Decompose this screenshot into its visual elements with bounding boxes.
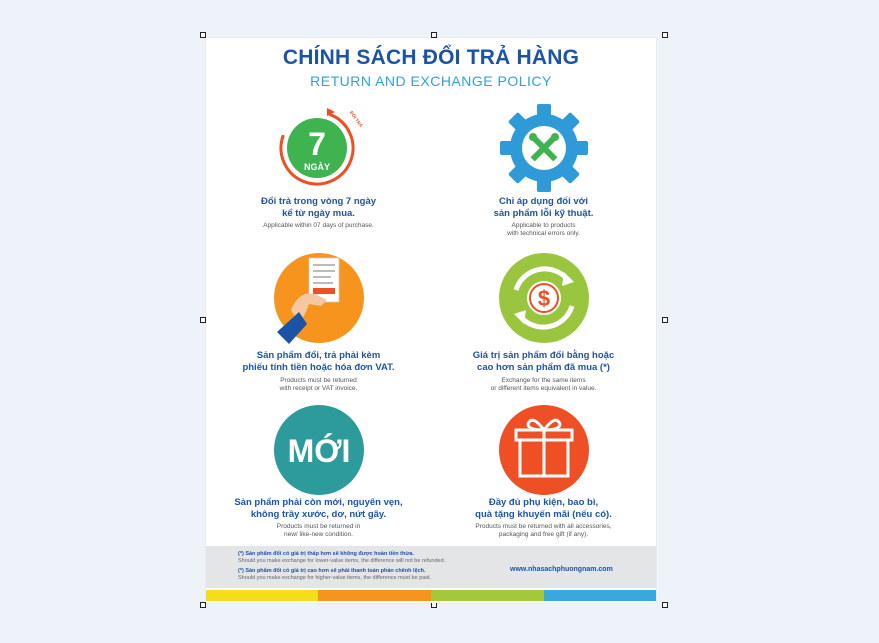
footnote-lower-value-vn: (*) Sản phẩm đổi có giá trị thấp hơn sẽ … (238, 551, 414, 557)
item-caption-en: Applicable to products with technical err… (507, 222, 580, 237)
new-label-icon: MỚI (273, 405, 364, 495)
policy-item-technical-error: Chỉ áp dụng đối với sản phẩm lỗi kỹ thuật… (431, 100, 656, 250)
footnote-lower-value-en: Should you make exchange for lower-value… (238, 558, 446, 564)
svg-text:$: $ (537, 286, 549, 311)
item-caption-vn: Sản phẩm đổi, trả phải kèm phiếu tính tiề… (242, 350, 395, 373)
item-caption-vn: Giá trị sản phẩm đổi bằng hoặc cao hơn sả… (472, 350, 615, 373)
poster-title: CHÍNH SÁCH ĐỔI TRẢ HÀNG (282, 46, 580, 69)
stripe-orange (318, 590, 431, 601)
resize-handle-top-right[interactable] (662, 32, 668, 38)
resize-handle-middle-right[interactable] (662, 317, 668, 323)
policy-item-accessories: Đầy đủ phụ kiện, bao bì, quà tặng khuyến … (431, 402, 656, 547)
gear-tools-icon (499, 104, 588, 192)
policy-item-receipt: Sản phẩm đổi, trả phải kèm phiếu tính tiề… (206, 250, 431, 405)
item-caption-vn: Sản phẩm phải còn mới, nguyên vẹn, không … (234, 497, 403, 520)
item-caption-en: Applicable within 07 days of purchase. (263, 222, 374, 229)
resize-handle-bottom-left[interactable] (200, 602, 206, 608)
resize-handle-top-left[interactable] (200, 32, 206, 38)
gift-box-icon (498, 405, 589, 495)
website-url: www.nhasachphuongnam.com (510, 566, 613, 573)
badge-unit: NGÀY (303, 162, 329, 172)
policy-item-new-condition: MỚI Sản phẩm phải còn mới, nguyên vẹn, kh… (206, 402, 431, 547)
new-badge-text: MỚI (287, 433, 350, 469)
item-caption-vn: Đổi trả trong vòng 7 ngày kể từ ngày mua. (260, 196, 377, 219)
item-caption-en: Products must be returned in new/ like-ne… (276, 523, 361, 538)
poster-subtitle: RETURN AND EXCHANGE POLICY (310, 73, 552, 89)
footnote-higher-value-en: Should you make exchange for higher-valu… (238, 575, 432, 581)
resize-handle-top-center[interactable] (431, 32, 437, 38)
policy-poster[interactable]: CHÍNH SÁCH ĐỔI TRẢ HÀNG RETURN AND EXCHA… (206, 38, 656, 603)
stripe-green (431, 590, 544, 601)
policy-item-exchange-value: $ Giá trị sản phẩm đổi bằng hoặc cao hơn … (431, 250, 656, 405)
item-caption-en: Products must be returned with all acces… (475, 523, 612, 538)
calendar-7-days-icon: 7 NGÀY ĐỔI TRẢ (279, 108, 364, 186)
resize-handle-middle-left[interactable] (200, 317, 206, 323)
policy-item-7-days: 7 NGÀY ĐỔI TRẢ Đổi trả trong vòng 7 ngày… (206, 100, 431, 250)
dollar-exchange-icon: $ (498, 253, 589, 343)
resize-handle-bottom-right[interactable] (662, 602, 668, 608)
item-caption-vn: Chỉ áp dụng đối với sản phẩm lỗi kỹ thuật… (493, 196, 594, 219)
badge-number: 7 (308, 126, 326, 162)
receipt-hand-icon (273, 253, 364, 344)
stripe-yellow (206, 590, 318, 601)
arrow-label: ĐỔI TRẢ (348, 110, 364, 129)
item-caption-vn: Đầy đủ phụ kiện, bao bì, quà tặng khuyến … (475, 497, 612, 520)
footer-notes-panel (206, 546, 656, 588)
item-caption-en: Products must be returned with receipt or… (279, 377, 358, 392)
footnote-higher-value-vn: (*) Sản phẩm đổi có giá trị cao hơn sẽ p… (238, 568, 426, 574)
item-caption-en: Exchange for the same items or different … (490, 377, 597, 392)
stripe-blue (544, 590, 656, 601)
